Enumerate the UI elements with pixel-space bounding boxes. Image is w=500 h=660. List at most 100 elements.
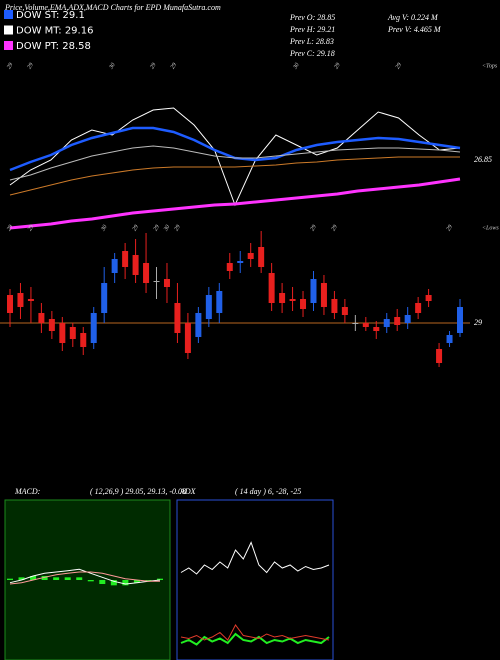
legend-text: DOW MT: 29.16: [16, 26, 93, 37]
date-label: 29: [6, 62, 14, 70]
adx-subtitle: ( 14 day ) 6, -28, -25: [235, 487, 301, 496]
legend-swatch: [4, 10, 13, 19]
macd-histogram-bar: [7, 578, 13, 580]
candle-body: [279, 293, 286, 303]
candle-body: [205, 295, 212, 319]
candle-body: [383, 319, 390, 327]
macd-histogram-bar: [76, 577, 83, 580]
candle-body: [457, 307, 463, 333]
candle-body: [17, 293, 24, 307]
candle-body: [320, 283, 327, 307]
macd-histogram-bar: [64, 577, 71, 580]
adx-line: [180, 624, 330, 641]
candle-body: [425, 295, 432, 301]
candle-body: [122, 251, 129, 267]
candle-body: [38, 313, 45, 323]
legend-swatch: [4, 41, 13, 50]
candle-body: [362, 323, 369, 327]
macd-histogram-bar: [145, 580, 152, 581]
date-label: 29: [27, 62, 35, 70]
date-label: 30: [100, 224, 109, 233]
candle-body: [394, 317, 401, 325]
date-label: 29: [446, 224, 454, 232]
candle-body: [184, 323, 191, 353]
candle-body: [446, 335, 453, 343]
candle-body: [111, 259, 118, 273]
date-label: 29: [333, 62, 341, 70]
prev-info: Prev C: 29.18: [289, 49, 335, 58]
candle-body: [216, 291, 223, 313]
macd-panel: [4, 499, 171, 660]
date-label: 29: [6, 224, 14, 232]
macd-histogram-bar: [157, 578, 163, 580]
candle-body: [247, 253, 254, 259]
legend-text: DOW PT: 28.58: [16, 41, 91, 52]
candle-body: [258, 247, 265, 267]
candle-body: [143, 263, 150, 283]
legend-text: DOW ST: 29.1: [16, 10, 85, 21]
prev-info: Prev V: 4.465 M: [387, 25, 442, 34]
candle-body: [310, 279, 317, 303]
candle-body: [404, 315, 411, 323]
macd-title: MACD:: [14, 487, 41, 496]
candle-body: [341, 307, 348, 315]
ema-line: [9, 145, 461, 181]
date-label: 30: [292, 62, 301, 71]
legend-swatch: [4, 25, 13, 35]
date-label: 29: [149, 62, 157, 70]
ema-line: [9, 156, 460, 196]
macd-histogram-bar: [30, 576, 37, 580]
macd-line: [9, 571, 160, 585]
macd-histogram-bar: [133, 580, 140, 583]
ema-line: [9, 177, 461, 230]
adx-line: [180, 632, 330, 646]
tops-label: <Tops: [482, 63, 498, 69]
candle-body: [163, 279, 170, 287]
candle-body: [69, 327, 76, 339]
date-label: 30: [163, 224, 172, 233]
macd-histogram-bar: [122, 580, 129, 586]
prev-info: Prev H: 29.21: [289, 25, 335, 34]
prev-info: Avg V: 0.224 M: [387, 13, 439, 22]
candle-body: [331, 299, 338, 313]
candle-body: [415, 303, 422, 313]
candle-body: [80, 333, 87, 347]
candle-body: [90, 313, 97, 343]
page-title: Price,Volume,EMA,ADX,MACD Charts for EPD…: [4, 3, 221, 12]
candle-body: [59, 323, 66, 343]
adx-title: ADX: [179, 487, 197, 496]
candle-body: [7, 295, 13, 313]
candle-body: [48, 319, 55, 331]
candle-body: [153, 281, 160, 282]
adx-panel: [176, 499, 334, 660]
candle-body: [352, 323, 359, 324]
candle-body: [436, 349, 443, 363]
lows-label: <Lows: [482, 225, 499, 231]
macd-subtitle: ( 12,26,9 ) 29.05, 29.13, -0.08: [90, 487, 186, 496]
candle-body: [289, 299, 296, 301]
candle-body: [27, 299, 34, 301]
candle-body: [132, 255, 139, 275]
candle-body: [237, 261, 244, 263]
date-label: 29: [310, 224, 318, 232]
date-label: 29: [395, 62, 403, 70]
macd-line: [9, 568, 161, 585]
macd-histogram-bar: [53, 577, 60, 580]
date-label: 29: [153, 224, 161, 232]
candle-body: [300, 299, 307, 309]
macd-histogram-bar: [110, 580, 117, 586]
candle-body: [174, 303, 181, 333]
prev-info: Prev L: 28.83: [289, 37, 334, 46]
y-tick-label: 29: [474, 318, 482, 327]
date-label: 29: [331, 224, 339, 232]
candle-body: [101, 283, 108, 313]
macd-histogram-bar: [41, 576, 48, 580]
date-label: 29: [170, 62, 178, 70]
macd-histogram-bar: [87, 580, 94, 582]
candle-body: [373, 327, 380, 331]
candle-body: [195, 313, 202, 337]
candle-body: [226, 263, 233, 271]
date-label: 30: [108, 62, 117, 71]
